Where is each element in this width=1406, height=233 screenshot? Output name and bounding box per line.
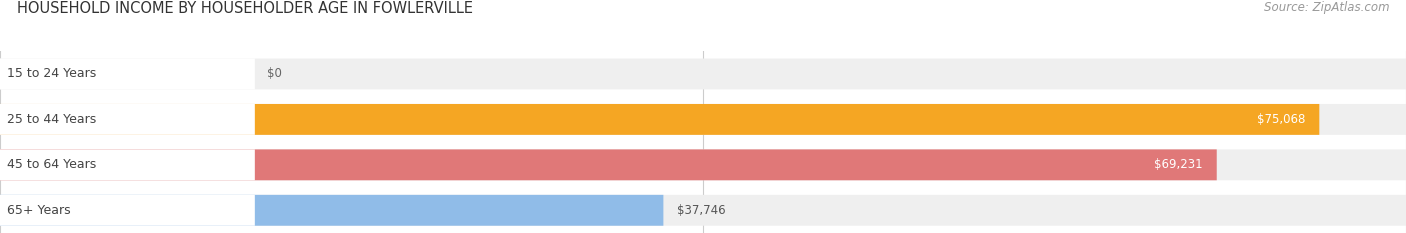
FancyBboxPatch shape [0,149,1406,180]
FancyBboxPatch shape [0,149,254,180]
FancyBboxPatch shape [0,195,1406,226]
FancyBboxPatch shape [0,195,254,226]
Text: $75,068: $75,068 [1257,113,1305,126]
FancyBboxPatch shape [0,58,1406,89]
FancyBboxPatch shape [0,104,1319,135]
FancyBboxPatch shape [0,58,254,89]
FancyBboxPatch shape [0,149,1216,180]
Text: 15 to 24 Years: 15 to 24 Years [7,68,96,80]
FancyBboxPatch shape [0,195,664,226]
Text: $37,746: $37,746 [678,204,725,217]
Text: $69,231: $69,231 [1154,158,1202,171]
Text: Source: ZipAtlas.com: Source: ZipAtlas.com [1264,1,1389,14]
Text: 25 to 44 Years: 25 to 44 Years [7,113,96,126]
FancyBboxPatch shape [0,104,1406,135]
Text: $0: $0 [267,68,283,80]
FancyBboxPatch shape [0,104,254,135]
Text: HOUSEHOLD INCOME BY HOUSEHOLDER AGE IN FOWLERVILLE: HOUSEHOLD INCOME BY HOUSEHOLDER AGE IN F… [17,1,472,16]
Text: 45 to 64 Years: 45 to 64 Years [7,158,96,171]
Text: 65+ Years: 65+ Years [7,204,70,217]
